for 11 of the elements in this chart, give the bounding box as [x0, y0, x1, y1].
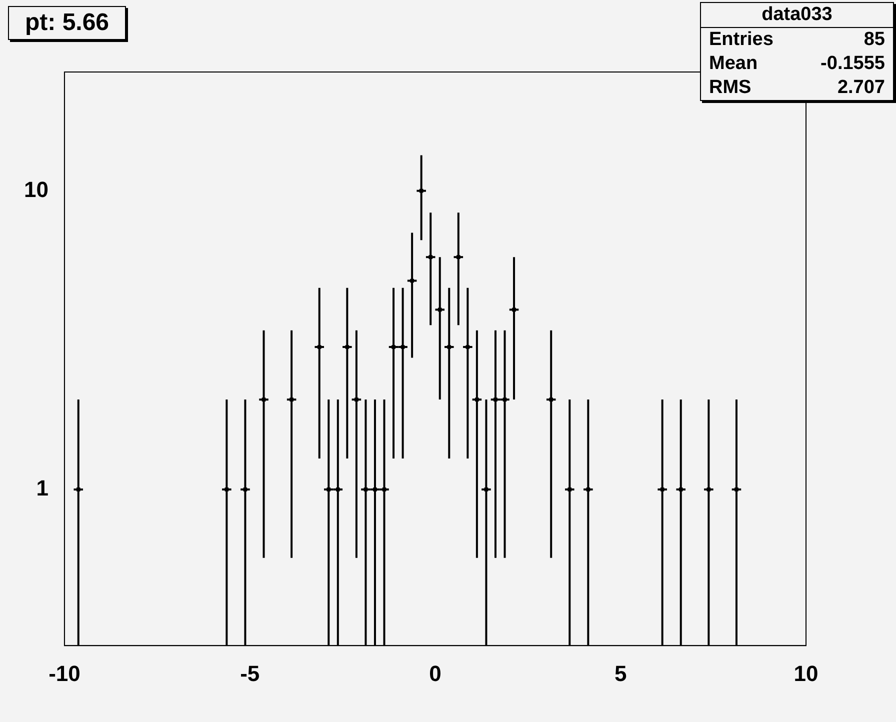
x-tick-label: 5: [614, 660, 627, 686]
x-tick-label: -5: [240, 660, 260, 686]
y-tick-label: 1: [36, 476, 48, 501]
text: Mean -0.1555: [709, 53, 885, 74]
text: Entries 85: [709, 29, 885, 50]
text: RMS 2.707: [709, 77, 885, 98]
x-tick-label: -10: [48, 660, 80, 686]
x-tick-label: 10: [794, 660, 818, 686]
chart-title: pt: 5.66: [8, 6, 126, 40]
x-tick-label: 0: [429, 660, 442, 686]
text: data033: [701, 3, 893, 28]
